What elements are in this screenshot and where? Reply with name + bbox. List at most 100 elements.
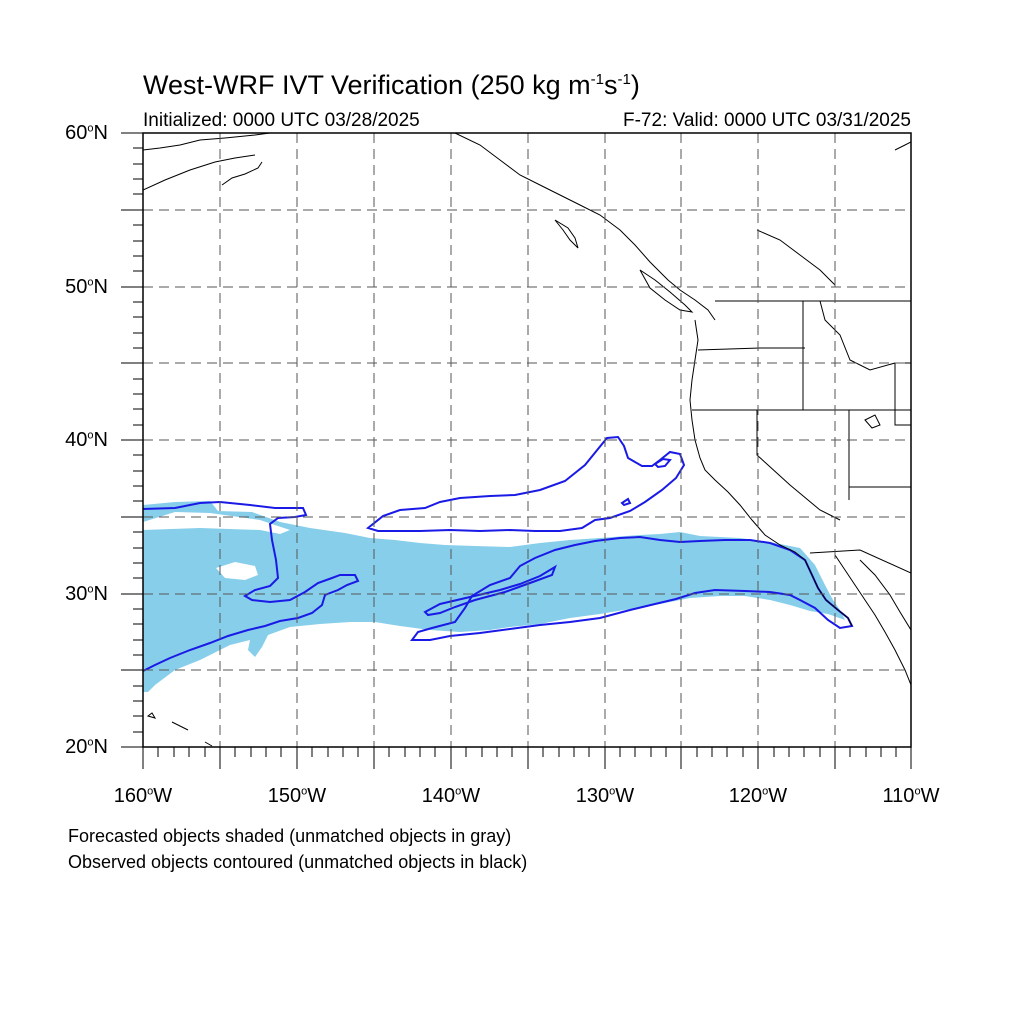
hawaii-islands xyxy=(146,712,213,747)
lon-minor-ticks-155-150 xyxy=(234,747,282,757)
lat-minor-ticks-45-50 xyxy=(133,301,143,349)
lon-minor-ticks-160-155 xyxy=(157,747,206,757)
lat-label-40: 40oN xyxy=(48,429,108,452)
title-main: West-WRF IVT Verification (250 kg m xyxy=(143,70,591,100)
lat-label-20-hemisphere: N xyxy=(93,736,108,758)
lat-label-20: 20oN xyxy=(48,736,108,759)
lat-label-60-hemisphere: N xyxy=(93,122,108,144)
lon-label-160: 160oW xyxy=(98,785,188,808)
lat-minor-ticks-40-45 xyxy=(133,378,143,426)
vancouver-island xyxy=(639,269,694,313)
degree-symbol: o xyxy=(762,785,769,798)
lon-label-160-value: 160 xyxy=(113,785,148,807)
observed-ivt-contour-small xyxy=(620,497,632,507)
lat-label-30-value: 30 xyxy=(65,583,88,605)
title-exponent-2: -1 xyxy=(617,71,631,88)
lat-label-60: 60oN xyxy=(48,122,108,145)
lon-minor-ticks-145-140 xyxy=(388,747,436,757)
california-nevada-border xyxy=(756,410,841,521)
alaska-coast xyxy=(143,133,271,151)
lon-label-110: 110oW xyxy=(866,785,956,808)
lon-label-140-value: 140 xyxy=(421,785,456,807)
great-salt-lake xyxy=(864,414,881,429)
us-mexico-border xyxy=(809,549,911,574)
us-west-coast xyxy=(689,319,853,627)
lat-label-40-hemisphere: N xyxy=(93,429,108,451)
lon-minor-ticks-125-120 xyxy=(696,747,744,757)
alaska-peninsula xyxy=(143,154,256,191)
degree-symbol: o xyxy=(914,785,921,798)
observed-ivt-contour-tail xyxy=(423,564,557,617)
lon-label-130-hemisphere: W xyxy=(615,785,635,807)
lon-major-ticks xyxy=(142,747,912,769)
degree-symbol: o xyxy=(87,736,94,749)
valid-time-label: F-72: Valid: 0000 UTC 03/31/2025 xyxy=(623,110,911,131)
forecast-ivt-object xyxy=(143,501,845,692)
title-exponent-1: -1 xyxy=(590,71,604,88)
title-unit-s: s xyxy=(603,70,618,100)
observed-legend-note: Observed objects contoured (unmatched ob… xyxy=(68,852,528,872)
degree-symbol: o xyxy=(87,429,94,442)
se-alaska-coast xyxy=(454,133,716,321)
washington-oregon-border xyxy=(697,347,805,351)
lat-label-30: 30oN xyxy=(48,583,108,606)
lat-major-ticks xyxy=(121,132,143,748)
lon-label-120-hemisphere: W xyxy=(768,785,788,807)
title-close: ) xyxy=(630,70,640,100)
lon-label-120: 120oW xyxy=(713,785,803,808)
forecast-legend-note: Forecasted objects shaded (unmatched obj… xyxy=(68,826,512,846)
initialized-label: Initialized: 0000 UTC 03/28/2025 xyxy=(143,110,420,131)
mexico-coast xyxy=(859,559,911,631)
montana-border xyxy=(894,362,911,426)
lon-minor-ticks-120-115 xyxy=(773,747,821,757)
lon-label-140: 140oW xyxy=(406,785,496,808)
observed-ivt-contour-north xyxy=(365,435,686,533)
lon-label-110-hemisphere: W xyxy=(920,785,940,807)
lat-minor-ticks-50-55 xyxy=(133,224,143,272)
lon-minor-ticks-150-145 xyxy=(311,747,359,757)
lon-label-130-value: 130 xyxy=(575,785,610,807)
lon-label-130: 130oW xyxy=(560,785,650,808)
lat-minor-ticks-30-35 xyxy=(133,531,143,579)
lon-label-160-hemisphere: W xyxy=(153,785,173,807)
lat-minor-ticks-55-60 xyxy=(133,147,143,195)
lat-label-50-value: 50 xyxy=(65,276,88,298)
lon-label-140-hemisphere: W xyxy=(461,785,481,807)
lon-minor-ticks-115-110 xyxy=(849,747,897,757)
axis-ticks xyxy=(121,132,912,769)
lat-minor-ticks xyxy=(133,147,143,733)
degree-symbol: o xyxy=(455,785,462,798)
lon-minor-ticks-135-130 xyxy=(542,747,590,757)
haida-gwaii xyxy=(554,219,579,249)
lon-minor-ticks-140-135 xyxy=(465,747,513,757)
lat-label-20-value: 20 xyxy=(65,736,88,758)
degree-symbol: o xyxy=(609,785,616,798)
lat-label-40-value: 40 xyxy=(65,429,88,451)
map-title: West-WRF IVT Verification (250 kg m-1s-1… xyxy=(143,70,640,101)
lon-label-150-value: 150 xyxy=(267,785,302,807)
canada-rockies xyxy=(756,229,836,286)
lon-minor-ticks-130-125 xyxy=(619,747,667,757)
baja-coast xyxy=(834,554,911,686)
canada-coast-north xyxy=(894,141,911,151)
gulf-of-alaska-islands xyxy=(221,161,263,186)
lon-label-150-hemisphere: W xyxy=(307,785,327,807)
lat-minor-ticks-25-30 xyxy=(133,608,143,656)
lon-label-150: 150oW xyxy=(252,785,342,808)
map-grid xyxy=(143,133,911,747)
lat-label-30-hemisphere: N xyxy=(93,583,108,605)
degree-symbol: o xyxy=(147,785,154,798)
lat-label-50: 50oN xyxy=(48,276,108,299)
lat-minor-ticks-35-40 xyxy=(133,454,143,502)
degree-symbol: o xyxy=(87,583,94,596)
lat-minor-ticks-20-25 xyxy=(133,685,143,733)
degree-symbol: o xyxy=(301,785,308,798)
lat-label-60-value: 60 xyxy=(65,122,88,144)
lon-minor-ticks xyxy=(157,747,897,757)
lon-label-110-value: 110 xyxy=(882,785,915,807)
lat-label-50-hemisphere: N xyxy=(93,276,108,298)
degree-symbol: o xyxy=(87,122,94,135)
idaho-panhandle xyxy=(819,300,896,371)
degree-symbol: o xyxy=(87,276,94,289)
